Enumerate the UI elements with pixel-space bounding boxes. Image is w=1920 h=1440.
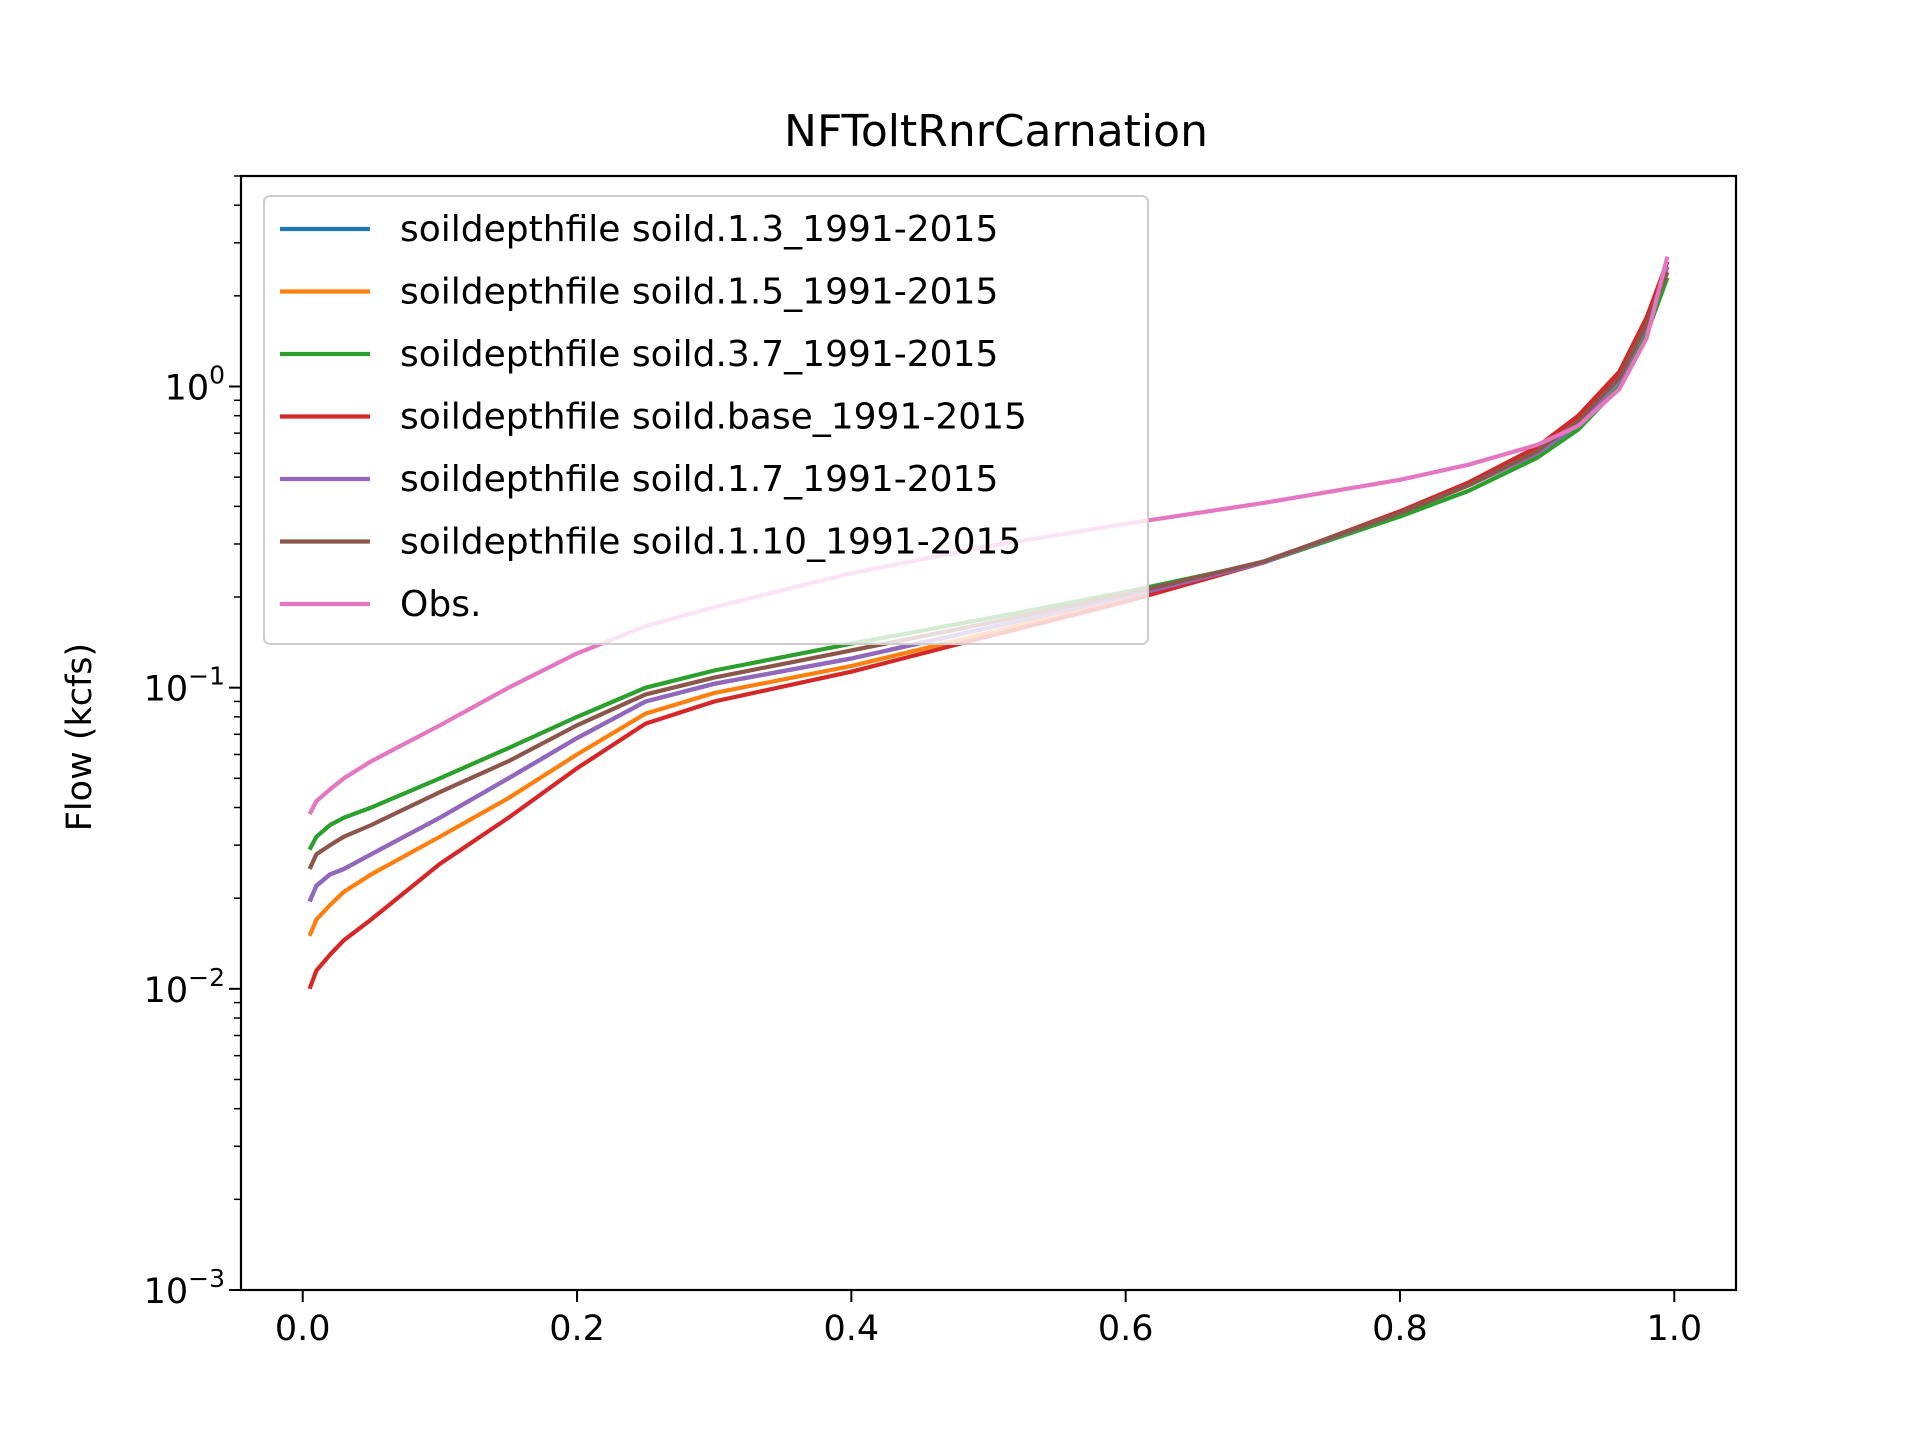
- axis-ticks: 0.0 0.2 0.4 0.6 0.8 1.0 10−3 10−2 10−1 100: [144, 175, 1702, 1349]
- x-tick-label-3: 0.6: [1098, 1309, 1154, 1349]
- legend-label-6: Obs.: [400, 584, 481, 625]
- x-tick-label-1: 0.2: [549, 1309, 605, 1349]
- series-line-3: [307, 260, 1670, 990]
- legend-box: [263, 195, 1149, 645]
- legend-label-3: soildepthfile soild.base_1991-2015: [400, 397, 1027, 438]
- y-tick-label-2: 10−1: [144, 662, 225, 710]
- legend: soildepthfile soild.1.3_1991-2015soildep…: [263, 195, 1149, 645]
- y-tick-label-1: 10−2: [144, 963, 225, 1011]
- legend-label-1: soildepthfile soild.1.5_1991-2015: [400, 272, 998, 313]
- legend-label-0: soildepthfile soild.1.3_1991-2015: [400, 209, 998, 250]
- y-tick-label-3: 100: [165, 361, 225, 409]
- x-tick-label-4: 0.8: [1372, 1309, 1428, 1349]
- legend-label-2: soildepthfile soild.3.7_1991-2015: [400, 334, 998, 375]
- legend-label-5: soildepthfile soild.1.10_1991-2015: [400, 522, 1021, 563]
- y-axis-label: Flow (kcfs): [60, 643, 100, 831]
- x-tick-label-5: 1.0: [1646, 1309, 1702, 1349]
- chart-title: NFToltRnrCarnation: [784, 106, 1208, 157]
- plot-frame: [239, 174, 1738, 1292]
- y-tick-label-0: 10−3: [144, 1264, 225, 1312]
- x-tick-label-2: 0.4: [824, 1309, 880, 1349]
- x-tick-label-0: 0.0: [275, 1309, 331, 1349]
- legend-label-4: soildepthfile soild.1.7_1991-2015: [400, 459, 998, 500]
